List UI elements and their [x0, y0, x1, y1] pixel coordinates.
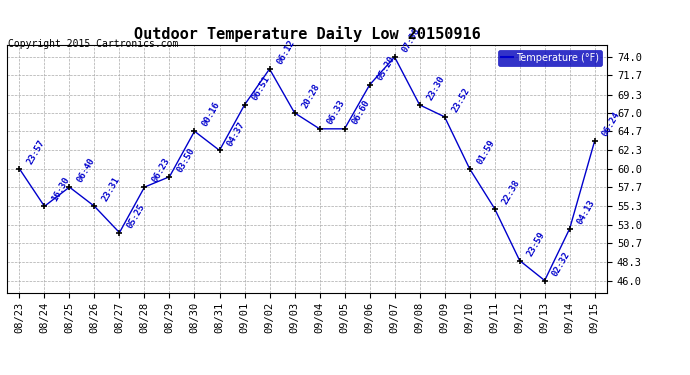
Text: 20:28: 20:28 — [300, 82, 322, 110]
Text: 04:13: 04:13 — [575, 198, 596, 226]
Text: 23:30: 23:30 — [425, 74, 446, 102]
Text: 06:24: 06:24 — [600, 110, 622, 138]
Text: 05:25: 05:25 — [125, 202, 146, 230]
Text: 02:32: 02:32 — [550, 250, 571, 278]
Text: 23:31: 23:31 — [100, 176, 121, 204]
Text: 07:38: 07:38 — [400, 26, 422, 54]
Text: 06:33: 06:33 — [325, 98, 346, 126]
Text: 23:59: 23:59 — [525, 230, 546, 258]
Text: 22:38: 22:38 — [500, 178, 522, 206]
Text: 03:50: 03:50 — [175, 146, 196, 174]
Text: 23:57: 23:57 — [25, 138, 46, 166]
Legend: Temperature (°F): Temperature (°F) — [498, 50, 602, 66]
Text: 01:59: 01:59 — [475, 138, 496, 166]
Text: 06:51: 06:51 — [250, 74, 271, 102]
Text: Copyright 2015 Cartronics.com: Copyright 2015 Cartronics.com — [8, 39, 179, 50]
Text: 05:20: 05:20 — [375, 54, 396, 82]
Text: 16:30: 16:30 — [50, 176, 71, 204]
Text: 23:52: 23:52 — [450, 86, 471, 114]
Text: 06:12: 06:12 — [275, 38, 296, 66]
Text: 04:37: 04:37 — [225, 120, 246, 148]
Text: 06:60: 06:60 — [350, 98, 371, 126]
Text: 00:16: 00:16 — [200, 100, 221, 129]
Title: Outdoor Temperature Daily Low 20150916: Outdoor Temperature Daily Low 20150916 — [134, 27, 480, 42]
Text: 06:23: 06:23 — [150, 156, 171, 184]
Text: 06:40: 06:40 — [75, 156, 96, 184]
